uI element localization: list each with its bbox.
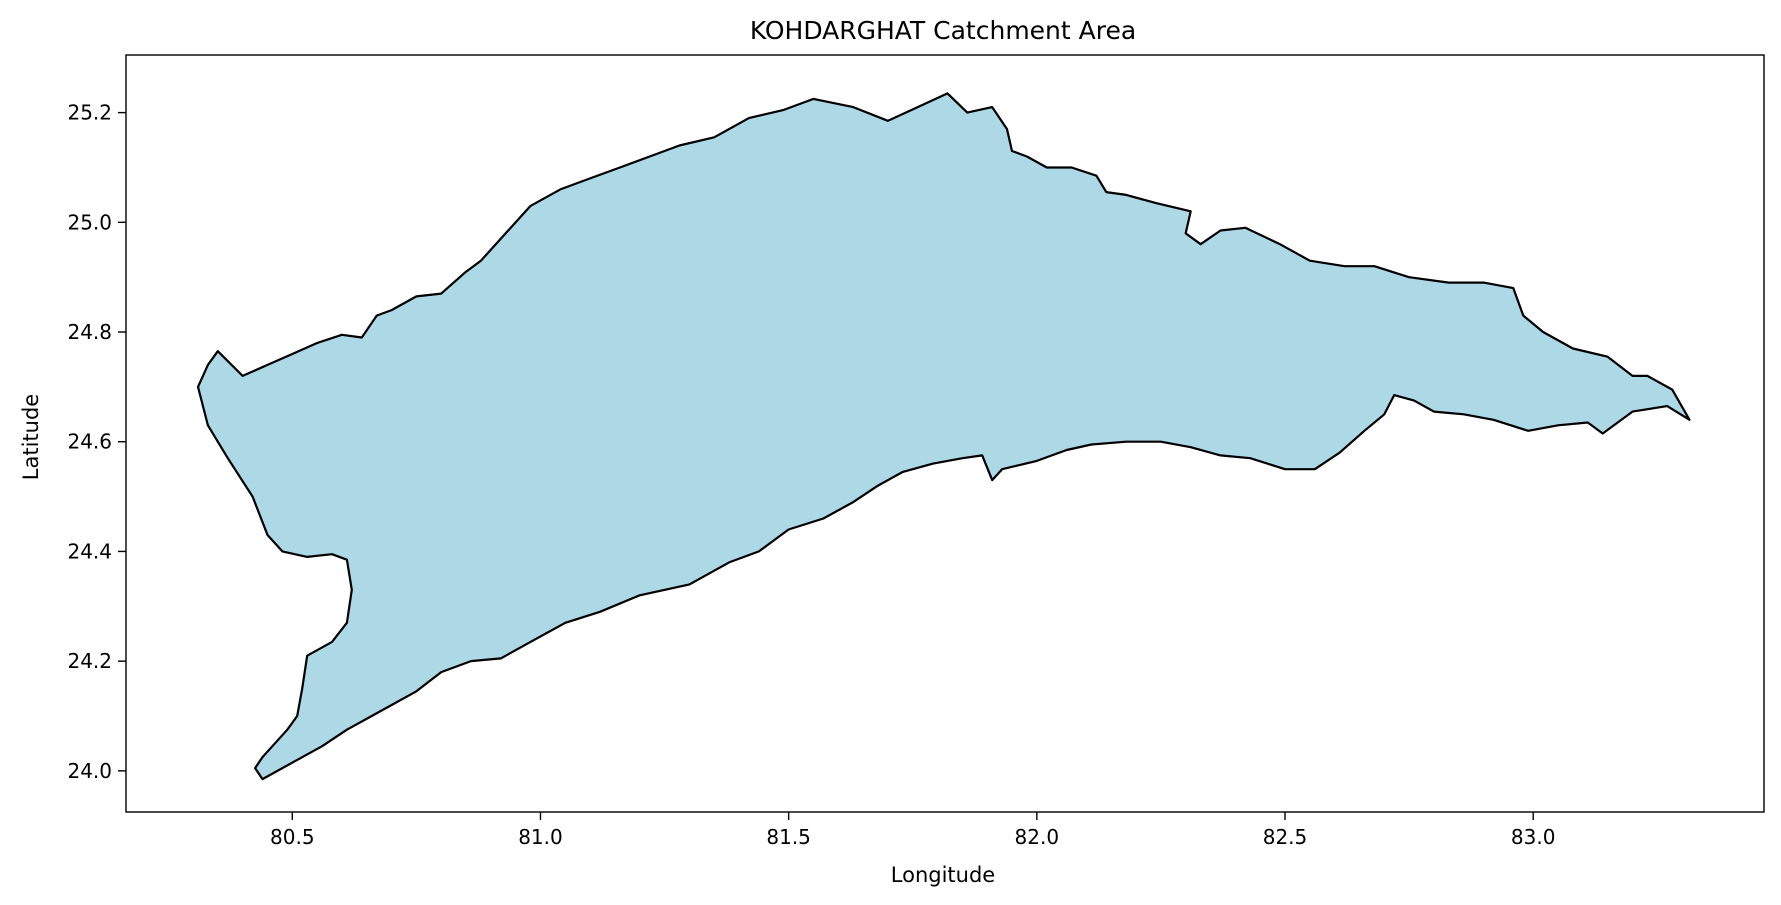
y-tick-label: 24.0	[67, 759, 112, 783]
x-tick-label: 81.0	[518, 825, 563, 849]
y-tick-label: 24.4	[67, 539, 112, 563]
y-tick-label: 24.8	[67, 320, 112, 344]
x-axis-label: Longitude	[891, 863, 995, 887]
y-axis-ticks: 24.0 24.2 24.4 24.6 24.8 25.0 25.2	[67, 101, 126, 783]
x-tick-label: 81.5	[766, 825, 811, 849]
axes-frame	[125, 54, 1765, 813]
y-tick-label: 24.2	[67, 649, 112, 673]
y-tick-label: 25.0	[67, 210, 112, 234]
catchment-area-polygon	[196, 92, 1691, 781]
x-tick-label: 83.0	[1511, 825, 1556, 849]
x-tick-label: 82.0	[1015, 825, 1060, 849]
y-tick-label: 25.2	[67, 101, 112, 125]
x-axis-ticks: 80.5 81.0 81.5 82.0 82.5 83.0	[270, 812, 1555, 849]
plot-area: 80.5 81.0 81.5 82.0 82.5 83.0 24.024.224.424.…	[67, 54, 1765, 849]
y-axis-label: Latitude	[19, 394, 43, 480]
chart-title: KOHDARGHAT Catchment Area	[750, 16, 1136, 45]
y-tick-label: 24.6	[67, 430, 112, 454]
x-tick-label: 82.5	[1263, 825, 1308, 849]
x-tick-label: 80.5	[270, 825, 315, 849]
